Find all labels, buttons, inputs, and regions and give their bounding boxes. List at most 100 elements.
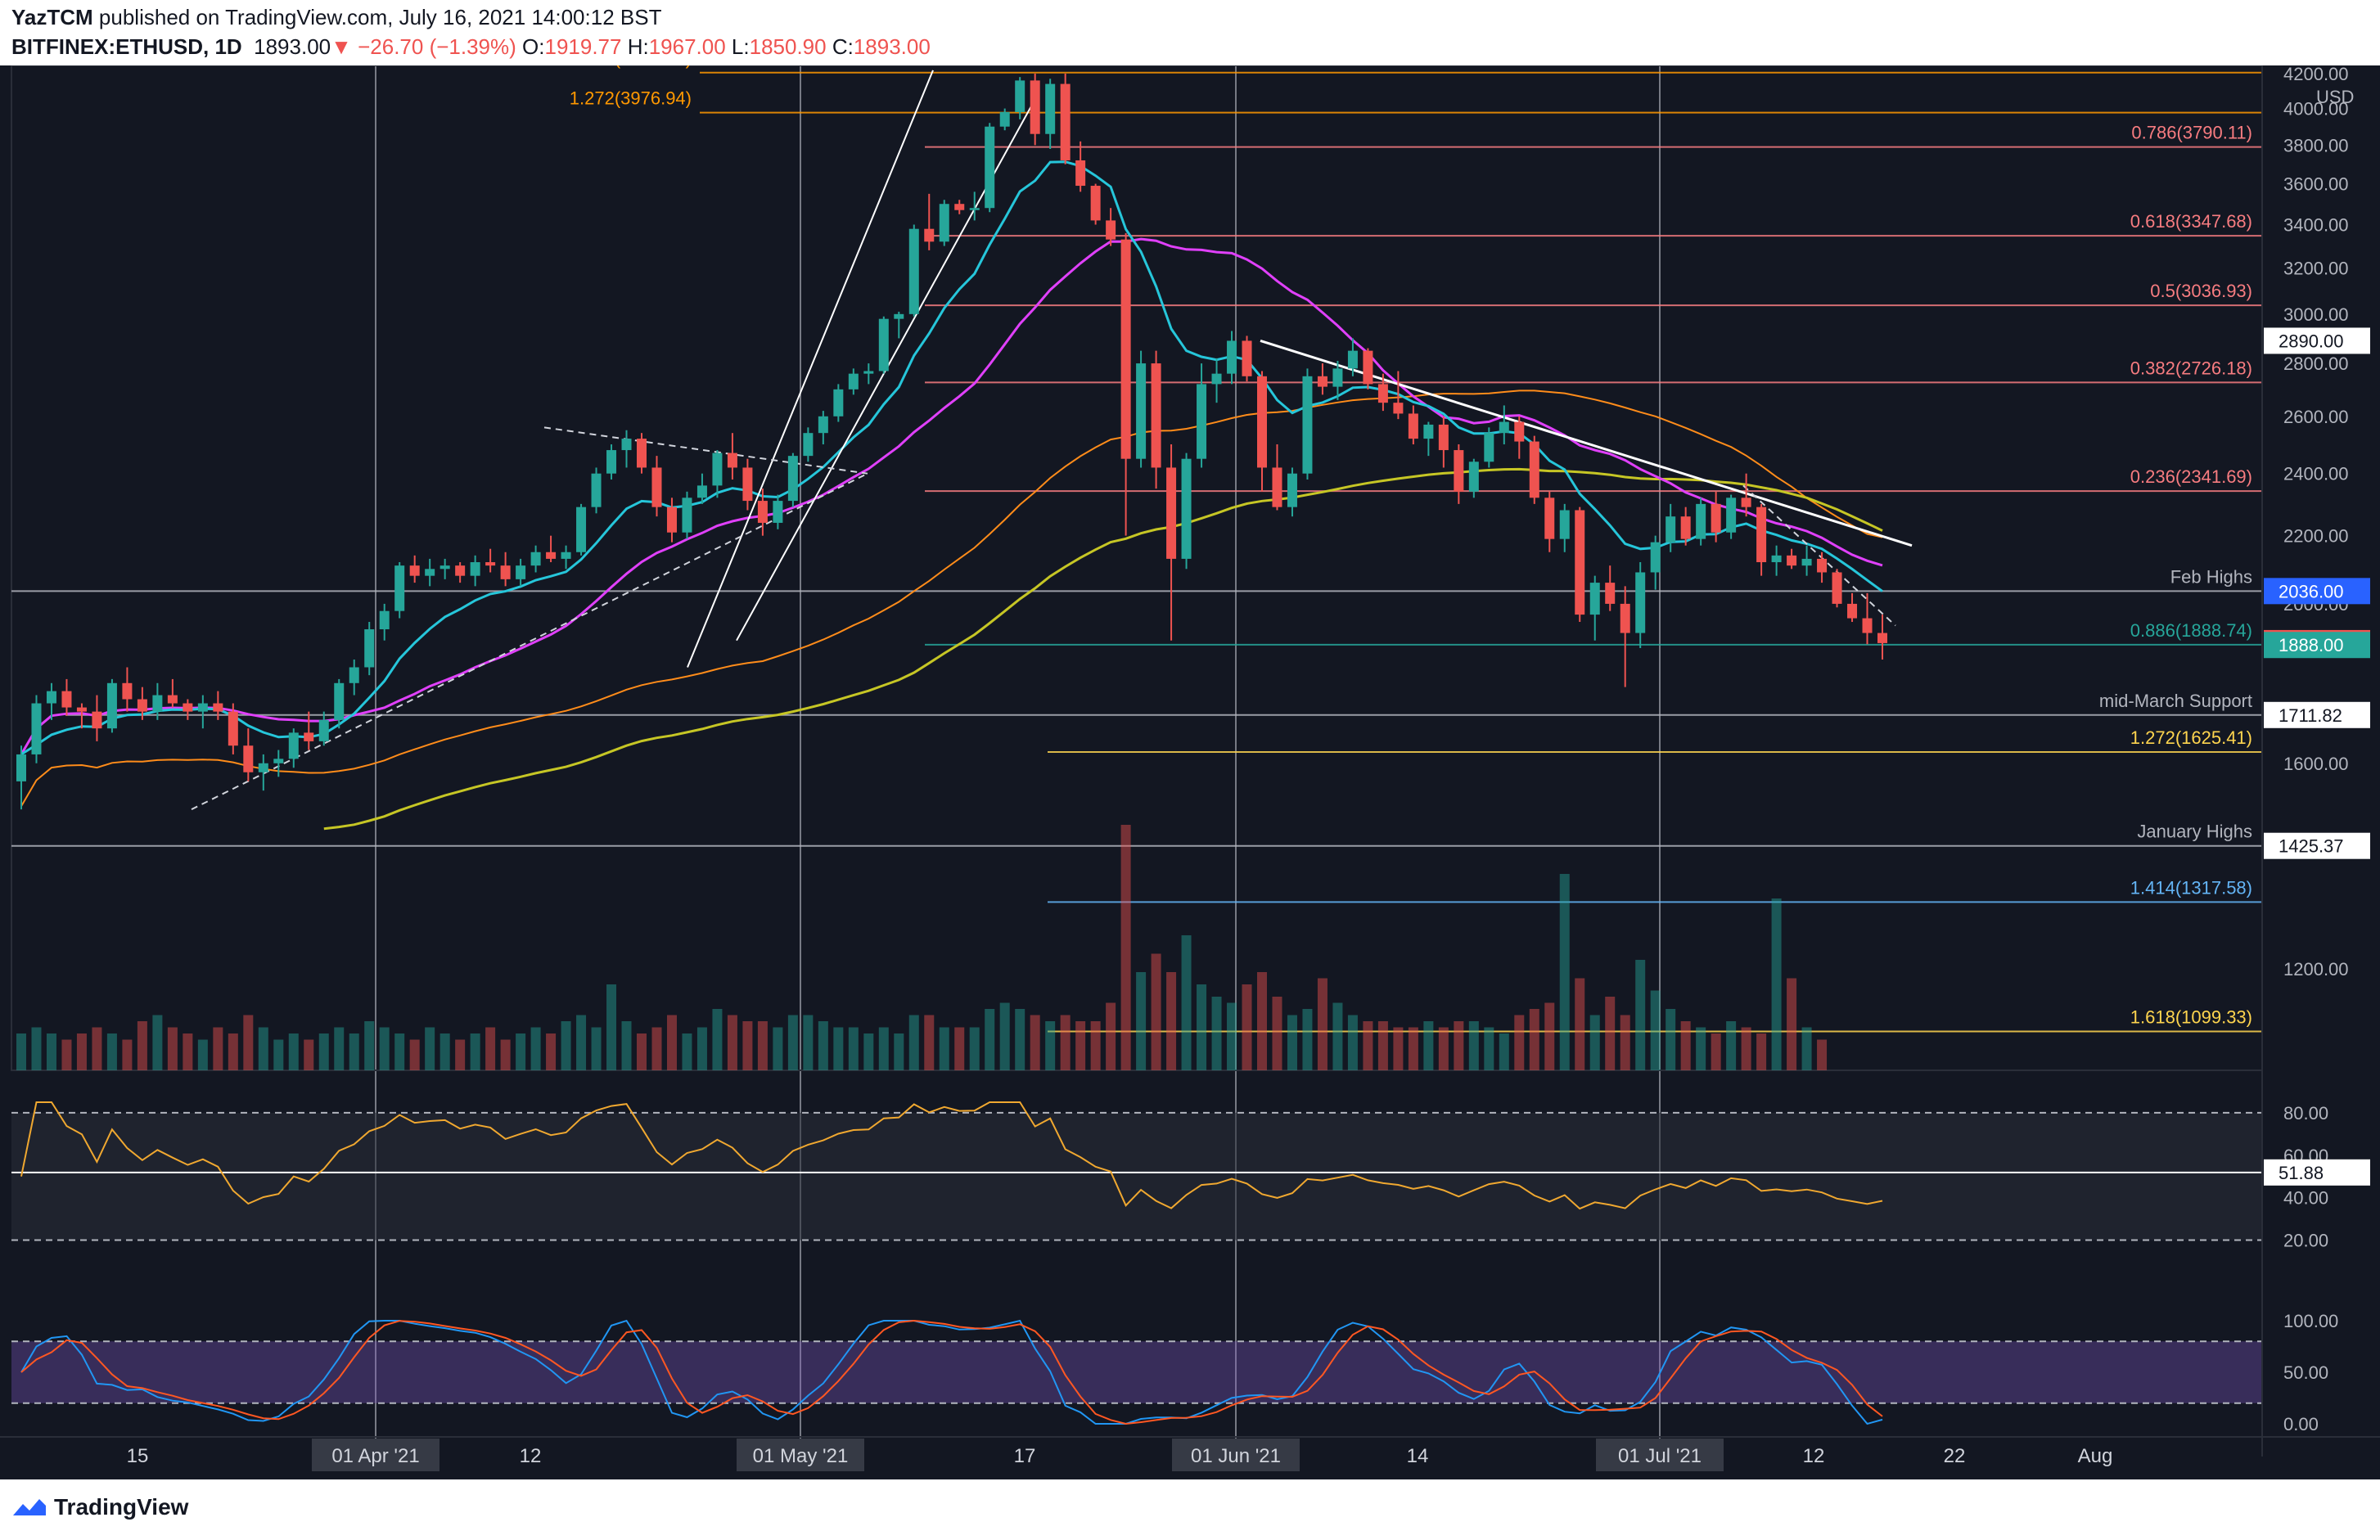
- volume-bar: [288, 1033, 299, 1070]
- volume-bar: [576, 1015, 587, 1070]
- candle-body: [1756, 507, 1767, 563]
- volume-bar: [304, 1039, 314, 1070]
- time-tick-label: 14: [1407, 1445, 1429, 1467]
- volume-bar: [561, 1021, 571, 1070]
- candle-body: [1635, 572, 1646, 633]
- candle-body: [197, 703, 208, 712]
- tradingview-logo[interactable]: TradingView: [11, 1494, 188, 1520]
- candle-body: [1711, 503, 1721, 533]
- volume-bar: [1120, 825, 1131, 1070]
- volume-bar: [1620, 1015, 1630, 1070]
- chart-header: YazTCM published on TradingView.com, Jul…: [0, 0, 2380, 65]
- channel-line: [687, 70, 934, 668]
- candle-body: [696, 485, 707, 498]
- volume-bar: [334, 1027, 345, 1070]
- last-price: 1893.00: [254, 34, 331, 59]
- price-axis[interactable]: 4200.00 4000.00 3800.00 3600.00 3400.00 3200.…: [2261, 65, 2370, 1457]
- time-tick-highlight: [1596, 1439, 1724, 1471]
- time-tick-label: 01 Jul '21: [1618, 1445, 1702, 1467]
- candle-body: [591, 473, 602, 507]
- publisher-line: YazTCM published on TradingView.com, Jul…: [11, 5, 661, 30]
- volume-bar: [848, 1027, 859, 1070]
- candle-body: [561, 552, 571, 559]
- candle-body: [848, 373, 859, 390]
- volume-bar: [61, 1039, 72, 1070]
- moving-averages: [20, 160, 1883, 831]
- candle-body: [757, 501, 768, 523]
- candle-body: [439, 565, 450, 570]
- volume-bar: [364, 1021, 375, 1070]
- candle-body: [243, 745, 254, 772]
- candle-body: [1106, 220, 1116, 240]
- candle-body: [1726, 498, 1737, 533]
- candle-body: [651, 467, 662, 507]
- candle-body: [1605, 583, 1616, 604]
- volume-bar: [1787, 978, 1797, 1070]
- candle-body: [1211, 373, 1222, 385]
- volume-bar: [1302, 1009, 1313, 1070]
- candle-body: [1620, 603, 1630, 633]
- volume-bar: [1544, 1002, 1555, 1070]
- stoch-tick-label: 100.00: [2283, 1311, 2338, 1331]
- volume-bar: [1499, 1033, 1509, 1070]
- volume-bar: [1741, 1027, 1751, 1070]
- chart-canvas[interactable]: 1.414(4205.97) 1.272(3976.94) 0.786(3790.1…: [0, 65, 2380, 1479]
- volume-bar: [243, 1015, 254, 1070]
- candle-body: [1589, 583, 1600, 615]
- down-arrow-icon: ▼: [331, 34, 352, 59]
- volume-bar: [939, 1027, 949, 1070]
- candle-body: [1499, 421, 1509, 434]
- volume-bar: [954, 1027, 965, 1070]
- open-value: 1919.77: [544, 34, 622, 59]
- volume-bar: [637, 1033, 647, 1070]
- candle-body: [1514, 421, 1525, 442]
- ma50-line: [20, 237, 1883, 755]
- candle-body: [1242, 340, 1252, 376]
- volume-bar: [1347, 1015, 1358, 1070]
- volume-bar: [1197, 984, 1207, 1070]
- candle-body: [500, 565, 511, 579]
- price-tick-label: 2600.00: [2283, 407, 2349, 427]
- currency-label[interactable]: USD: [2316, 87, 2354, 107]
- volume-bar: [727, 1015, 737, 1070]
- symbol-name[interactable]: BITFINEX:ETHUSD, 1D: [11, 34, 242, 59]
- candle-body: [712, 453, 723, 486]
- volume-bar: [92, 1027, 102, 1070]
- price-tick-label: 3800.00: [2283, 135, 2349, 155]
- volume-bar: [712, 1009, 723, 1070]
- candle-body: [273, 759, 284, 763]
- candle-body: [228, 711, 238, 746]
- candle-body: [516, 565, 526, 579]
- volume-bar: [1317, 978, 1327, 1070]
- ma100-line: [20, 390, 1883, 807]
- price-badge: [2264, 632, 2370, 659]
- grid-lines: [11, 65, 2263, 1457]
- candle-body: [409, 565, 420, 576]
- level-label: 0.382(2726.18): [2130, 358, 2252, 378]
- volume-bar: [409, 1039, 420, 1070]
- candle-body: [727, 453, 737, 468]
- volume-bar: [1257, 972, 1267, 1070]
- time-axis[interactable]: 15 01 Apr '21 12 01 May '21 17 01 Jun '21 14 01…: [0, 1436, 2380, 1471]
- time-tick-label: 12: [520, 1445, 542, 1467]
- price-tick-label: 3400.00: [2283, 215, 2349, 236]
- volume-bar: [1090, 1021, 1101, 1070]
- candle-body: [425, 569, 435, 576]
- publisher-name[interactable]: YazTCM: [11, 5, 93, 29]
- volume-bar: [606, 984, 617, 1070]
- candle-body: [1666, 516, 1676, 543]
- volume-bar: [46, 1033, 56, 1070]
- candle-body: [1454, 450, 1464, 492]
- stoch-rsi-pane[interactable]: 100.00 50.00 0.00: [11, 1311, 2338, 1434]
- volume-bar: [1484, 1027, 1494, 1070]
- candle-body: [1862, 618, 1873, 633]
- price-badge: [2264, 578, 2370, 605]
- volume-bar: [999, 1002, 1010, 1070]
- candle-body: [576, 507, 587, 552]
- stoch-k-line: [20, 1319, 1883, 1425]
- volume-bar: [516, 1033, 526, 1070]
- level-label: mid-March Support: [2099, 691, 2252, 711]
- candle-body: [1181, 458, 1192, 559]
- candle-body: [985, 126, 995, 209]
